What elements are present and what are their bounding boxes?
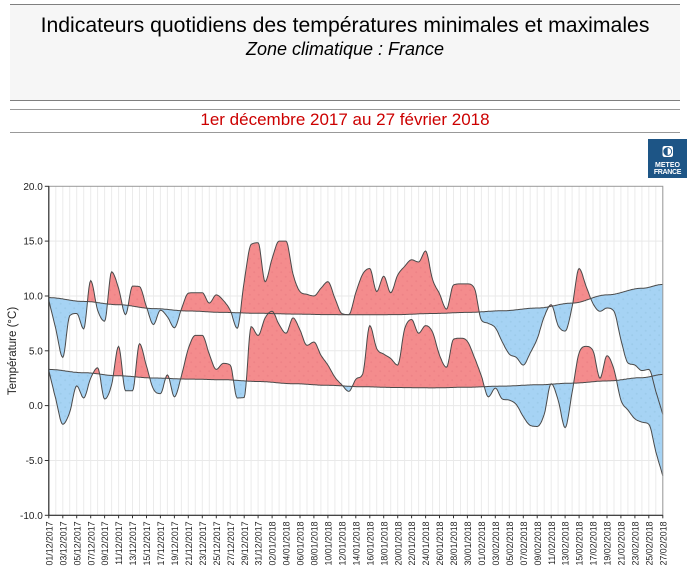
svg-text:29/12/2017: 29/12/2017 (240, 521, 250, 565)
svg-text:26/01/2018: 26/01/2018 (435, 521, 445, 565)
svg-text:21/02/2018: 21/02/2018 (617, 521, 627, 565)
svg-text:03/12/2017: 03/12/2017 (58, 521, 68, 565)
svg-text:10.0: 10.0 (23, 292, 43, 303)
svg-text:15.0: 15.0 (23, 237, 43, 248)
svg-text:21/12/2017: 21/12/2017 (184, 521, 194, 565)
svg-text:11/12/2017: 11/12/2017 (114, 521, 124, 564)
svg-text:01/02/2018: 01/02/2018 (477, 521, 487, 565)
svg-text:25/02/2018: 25/02/2018 (644, 521, 654, 565)
svg-text:05/02/2018: 05/02/2018 (505, 521, 515, 565)
svg-text:20/01/2018: 20/01/2018 (393, 521, 403, 565)
svg-text:12/01/2018: 12/01/2018 (337, 521, 347, 565)
svg-text:08/01/2018: 08/01/2018 (310, 521, 320, 565)
svg-text:18/01/2018: 18/01/2018 (379, 521, 389, 565)
svg-text:24/01/2018: 24/01/2018 (421, 521, 431, 565)
svg-text:20.0: 20.0 (23, 182, 43, 193)
svg-text:19/12/2017: 19/12/2017 (170, 521, 180, 565)
svg-text:15/12/2017: 15/12/2017 (142, 521, 152, 565)
svg-text:14/01/2018: 14/01/2018 (351, 521, 361, 565)
svg-text:16/01/2018: 16/01/2018 (365, 521, 375, 565)
svg-text:0.0: 0.0 (29, 401, 43, 412)
svg-text:30/01/2018: 30/01/2018 (463, 521, 473, 565)
svg-text:23/12/2017: 23/12/2017 (198, 521, 208, 565)
svg-text:03/02/2018: 03/02/2018 (491, 521, 501, 565)
svg-text:22/01/2018: 22/01/2018 (407, 521, 417, 565)
svg-text:01/12/2017: 01/12/2017 (44, 521, 54, 565)
svg-text:04/01/2018: 04/01/2018 (282, 521, 292, 565)
svg-text:15/02/2018: 15/02/2018 (575, 521, 585, 565)
svg-text:13/02/2018: 13/02/2018 (561, 521, 571, 565)
svg-text:17/12/2017: 17/12/2017 (156, 521, 166, 565)
svg-text:09/12/2017: 09/12/2017 (100, 521, 110, 565)
svg-text:19/02/2018: 19/02/2018 (603, 521, 613, 565)
svg-text:06/01/2018: 06/01/2018 (296, 521, 306, 565)
svg-text:23/02/2018: 23/02/2018 (631, 521, 641, 565)
svg-text:13/12/2017: 13/12/2017 (128, 521, 138, 565)
svg-text:10/01/2018: 10/01/2018 (324, 521, 334, 565)
svg-text:-10.0: -10.0 (20, 511, 43, 522)
svg-text:27/02/2018: 27/02/2018 (658, 521, 668, 565)
svg-text:02/01/2018: 02/01/2018 (268, 521, 278, 565)
svg-text:05/12/2017: 05/12/2017 (72, 521, 82, 565)
svg-text:25/12/2017: 25/12/2017 (212, 521, 222, 565)
svg-text:27/12/2017: 27/12/2017 (226, 521, 236, 565)
svg-text:5.0: 5.0 (29, 346, 43, 357)
svg-text:11/02/2018: 11/02/2018 (547, 521, 557, 564)
svg-text:Température (°C): Température (°C) (7, 307, 19, 395)
svg-text:17/02/2018: 17/02/2018 (589, 521, 599, 565)
svg-text:28/01/2018: 28/01/2018 (449, 521, 459, 565)
svg-text:-5.0: -5.0 (26, 456, 44, 467)
svg-text:07/02/2018: 07/02/2018 (519, 521, 529, 565)
svg-text:31/12/2017: 31/12/2017 (254, 521, 264, 565)
svg-text:07/12/2017: 07/12/2017 (86, 521, 96, 565)
svg-text:09/02/2018: 09/02/2018 (533, 521, 543, 565)
